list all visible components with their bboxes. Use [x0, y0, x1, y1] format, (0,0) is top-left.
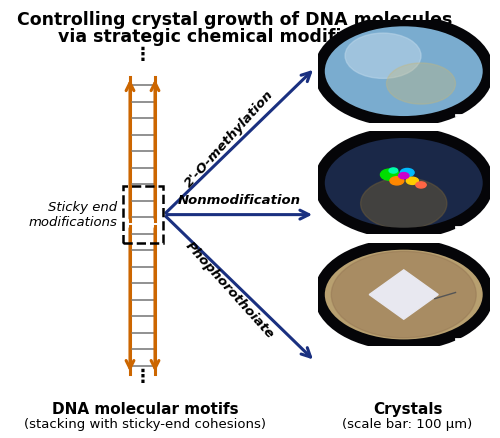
Text: Phophorothoiate: Phophorothoiate — [182, 239, 276, 341]
Circle shape — [360, 178, 447, 229]
Text: DNA molecular motifs: DNA molecular motifs — [52, 402, 238, 417]
Text: Nonmodification: Nonmodification — [178, 194, 301, 207]
Circle shape — [416, 182, 426, 188]
Text: via strategic chemical modifications: via strategic chemical modifications — [58, 28, 412, 46]
Circle shape — [380, 169, 400, 180]
Circle shape — [324, 22, 483, 117]
Text: ⋮: ⋮ — [134, 368, 152, 386]
Circle shape — [332, 251, 476, 338]
Text: 2'-O-methylation: 2'-O-methylation — [182, 88, 276, 190]
Text: ⋮: ⋮ — [134, 46, 152, 64]
Text: Controlling crystal growth of DNA molecules: Controlling crystal growth of DNA molecu… — [18, 11, 452, 29]
Text: (scale bar: 100 μm): (scale bar: 100 μm) — [342, 418, 472, 431]
Circle shape — [386, 63, 456, 104]
Text: Sticky end
modifications: Sticky end modifications — [28, 201, 118, 229]
Circle shape — [398, 173, 409, 179]
Circle shape — [345, 33, 421, 78]
Circle shape — [389, 168, 398, 173]
Text: (stacking with sticky-end cohesions): (stacking with sticky-end cohesions) — [24, 418, 266, 431]
Circle shape — [390, 177, 404, 185]
Circle shape — [406, 177, 418, 184]
Bar — [122, 186, 162, 243]
Circle shape — [400, 169, 414, 177]
Text: Crystals: Crystals — [373, 402, 442, 417]
Polygon shape — [369, 270, 438, 319]
Circle shape — [324, 247, 483, 342]
Circle shape — [324, 135, 483, 230]
